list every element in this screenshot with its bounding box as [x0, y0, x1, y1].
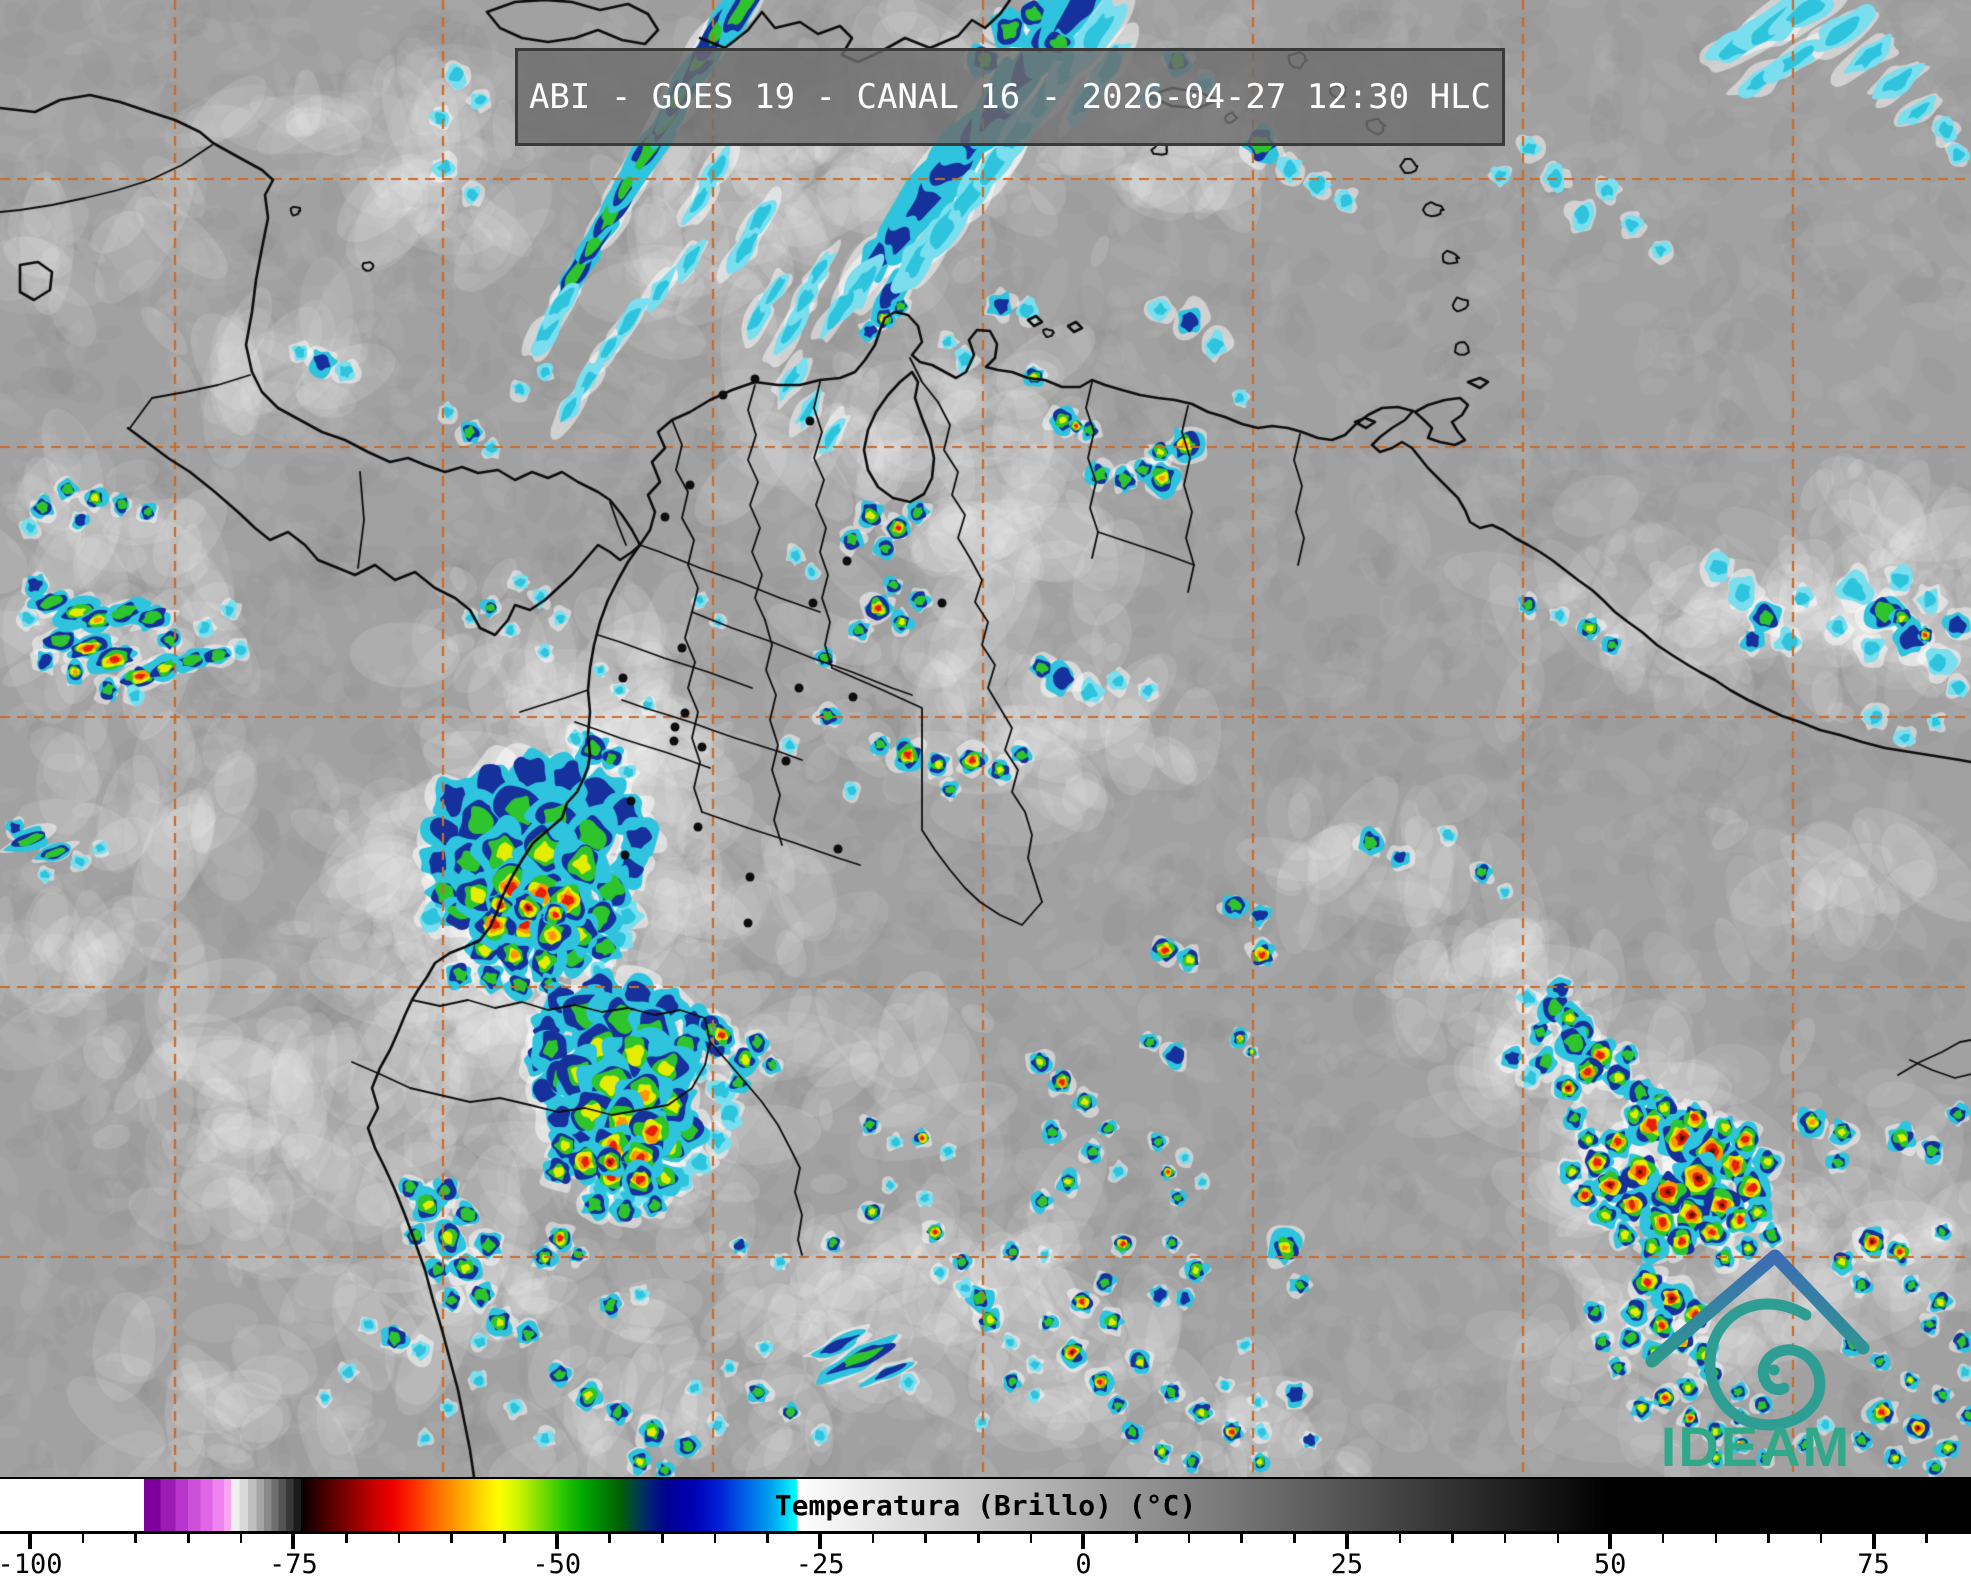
colorbar-minor-tick: [1767, 1534, 1770, 1543]
colorbar-tick-label: 50: [1593, 1549, 1627, 1577]
colorbar-minor-tick: [766, 1534, 769, 1543]
colorbar-major-tick: [28, 1534, 33, 1549]
colorbar-minor-tick: [187, 1534, 190, 1543]
colorbar-minor-tick: [397, 1534, 401, 1543]
colorbar-minor-tick: [924, 1534, 927, 1543]
colorbar-minor-tick: [1293, 1534, 1296, 1543]
colorbar-ticks: [0, 1534, 1971, 1552]
colorbar-minor-tick: [1714, 1534, 1718, 1543]
colorbar-tick-label: 25: [1330, 1549, 1364, 1577]
logo-swirl-center-dot: [1768, 1364, 1780, 1376]
colorbar-major-tick: [291, 1534, 296, 1549]
colorbar-minor-tick: [1503, 1534, 1507, 1543]
colorbar-minor-tick: [1661, 1534, 1665, 1543]
colorbar-minor-tick: [239, 1534, 243, 1543]
colorbar-major-tick: [1344, 1534, 1349, 1549]
colorbar-tick-label: -25: [795, 1549, 845, 1577]
colorbar-major-tick: [818, 1534, 823, 1549]
colorbar-minor-tick: [1029, 1534, 1033, 1543]
colorbar: Temperatura (Brillo) (°C) -100 -75 -50 -25 0…: [0, 1477, 1971, 1577]
colorbar-minor-tick: [1925, 1534, 1928, 1543]
colorbar-tick-label: -100: [0, 1549, 63, 1577]
colorbar-minor-tick: [1135, 1534, 1138, 1543]
colorbar-tick-label: 0: [1075, 1549, 1092, 1577]
ideam-logo: IDEAM: [1628, 1238, 1878, 1480]
satellite-map-canvas: [0, 0, 1971, 1477]
colorbar-minor-tick: [345, 1534, 348, 1543]
logo-mountain-icon: [1645, 1249, 1870, 1368]
colorbar-major-tick: [1608, 1534, 1613, 1549]
colorbar-minor-tick: [1398, 1534, 1401, 1543]
logo-swirl-icon: [1704, 1298, 1826, 1431]
colorbar-tick-label: -75: [268, 1549, 318, 1577]
colorbar-major-tick: [554, 1534, 559, 1549]
title-overlay: ABI - GOES 19 - CANAL 16 - 2026-04-27 12…: [515, 48, 1505, 146]
colorbar-tick-label: 75: [1857, 1549, 1890, 1577]
colorbar-major-tick: [1081, 1534, 1086, 1549]
colorbar-gradient-strip: Temperatura (Brillo) (°C): [0, 1477, 1971, 1534]
colorbar-minor-tick: [1240, 1534, 1243, 1543]
colorbar-minor-tick: [503, 1534, 506, 1543]
colorbar-minor-tick: [450, 1534, 453, 1543]
colorbar-tick-labels: -100 -75 -50 -25 0 25 50 75: [0, 1549, 1971, 1577]
colorbar-minor-tick: [1556, 1534, 1560, 1543]
colorbar-minor-tick: [1819, 1534, 1823, 1543]
colorbar-minor-tick: [713, 1534, 717, 1543]
colorbar-minor-tick: [1187, 1534, 1191, 1543]
colorbar-minor-tick: [977, 1534, 980, 1543]
colorbar-minor-tick: [871, 1534, 875, 1543]
colorbar-minor-tick: [608, 1534, 611, 1543]
colorbar-tick-label: -50: [532, 1549, 582, 1577]
logo-text: IDEAM: [1661, 1415, 1851, 1478]
colorbar-major-tick: [1871, 1534, 1876, 1549]
colorbar-minor-tick: [661, 1534, 664, 1543]
product-title: ABI - GOES 19 - CANAL 16 - 2026-04-27 12…: [528, 77, 1492, 117]
colorbar-minor-tick: [81, 1534, 85, 1543]
colorbar-minor-tick: [1451, 1534, 1454, 1543]
colorbar-label: Temperatura (Brillo) (°C): [774, 1489, 1197, 1522]
colorbar-minor-tick: [134, 1534, 137, 1543]
